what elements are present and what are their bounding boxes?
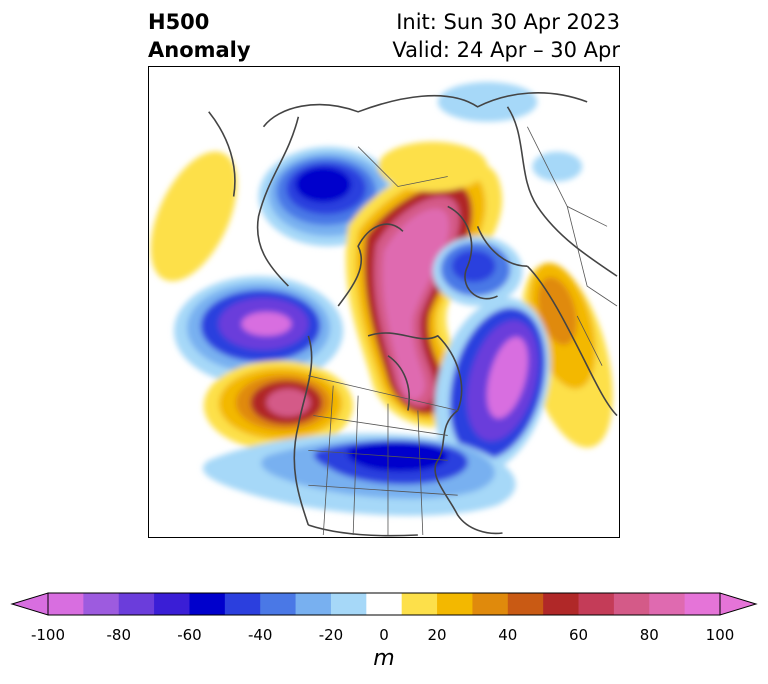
- colorbar-bin: [295, 593, 332, 615]
- map-canvas: [149, 67, 619, 537]
- title-variable: H500: [148, 10, 210, 34]
- title-anomaly: Anomaly: [148, 38, 251, 62]
- colorbar-tick-label: 60: [568, 626, 589, 644]
- colorbar-tick-label: 20: [427, 626, 447, 644]
- colorbar-extend-over: [719, 592, 758, 616]
- colorbar-bin: [401, 593, 438, 615]
- colorbar-bin: [330, 593, 367, 615]
- colorbar-bin: [118, 593, 155, 615]
- colorbar-bin: [507, 593, 544, 615]
- colorbar-bin: [83, 593, 120, 615]
- colorbar-bin: [224, 593, 261, 615]
- anomaly-field: [150, 81, 613, 516]
- colorbar-tick-label: 100: [705, 626, 735, 644]
- colorbar-bin: [543, 593, 580, 615]
- trough-north-pacific: [173, 276, 344, 386]
- trough-scandinavia: [432, 236, 523, 306]
- trough-north-atlantic: [434, 297, 551, 474]
- ridge-arctic: [345, 160, 503, 428]
- colorbar-tick-label: -60: [177, 626, 202, 644]
- colorbar-tick-label: -40: [247, 626, 273, 644]
- colorbar-units: m: [373, 646, 395, 671]
- colorbar-tick-label: -100: [30, 626, 66, 644]
- colorbar-border: [47, 592, 721, 616]
- init-date: Init: Sun 30 Apr 2023: [396, 10, 620, 34]
- trough-eastern-us: [202, 433, 516, 516]
- coastlines: [208, 92, 618, 537]
- colorbar-bin: [154, 593, 190, 615]
- colorbar-extend-under: [10, 592, 49, 616]
- political-borders: [308, 126, 618, 536]
- colorbar-bin: [437, 593, 473, 615]
- colorbar-bin: [649, 593, 686, 615]
- colorbar: [10, 590, 758, 628]
- colorbar-bin: [472, 593, 509, 615]
- colorbar-tick-label: 80: [639, 626, 659, 644]
- colorbar-bin: [189, 593, 226, 615]
- colorbar-bin: [578, 593, 615, 615]
- anomaly-map: [148, 66, 620, 538]
- colorbar-tick-label: -80: [106, 626, 131, 644]
- ridge-north-pacific: [150, 151, 238, 282]
- colorbar-bin: [613, 593, 650, 615]
- colorbar-bin: [366, 593, 403, 615]
- ridge-europe: [521, 262, 613, 448]
- plot-title: H500 Anomaly: [148, 8, 251, 64]
- plot-dates: Init: Sun 30 Apr 2023 Valid: 24 Apr – 30…: [392, 8, 620, 64]
- valid-date: Valid: 24 Apr – 30 Apr: [392, 38, 620, 62]
- colorbar-tick-label: -20: [318, 626, 344, 644]
- colorbar-bin: [48, 593, 84, 615]
- colorbar-bin: [260, 593, 297, 615]
- colorbar-tick-label: 40: [498, 626, 518, 644]
- colorbar-tick-label: 0: [379, 626, 389, 644]
- colorbar-svg: [10, 592, 758, 616]
- colorbar-bin: [684, 593, 721, 615]
